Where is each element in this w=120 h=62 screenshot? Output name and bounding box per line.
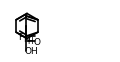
Text: F: F (18, 33, 24, 42)
Text: H: H (27, 37, 33, 46)
Text: N: N (23, 35, 30, 44)
Text: O: O (33, 38, 40, 47)
Text: OH: OH (24, 46, 38, 55)
